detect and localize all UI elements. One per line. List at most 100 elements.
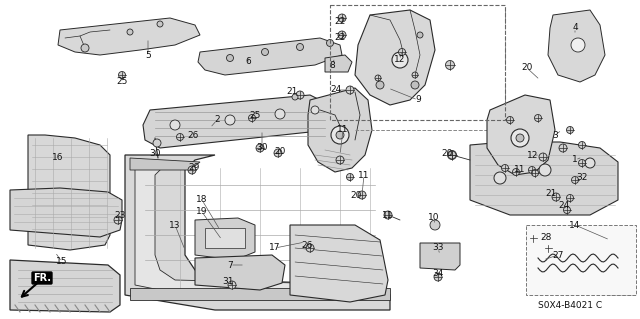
Circle shape	[545, 244, 552, 251]
Circle shape	[506, 116, 513, 123]
Circle shape	[275, 109, 285, 119]
Polygon shape	[143, 95, 330, 148]
Text: 11: 11	[382, 211, 394, 219]
Text: 7: 7	[227, 261, 233, 270]
Text: 3: 3	[552, 130, 558, 139]
Polygon shape	[548, 10, 605, 82]
Circle shape	[531, 169, 538, 176]
Circle shape	[572, 176, 579, 183]
Circle shape	[399, 48, 406, 56]
Text: 25: 25	[116, 78, 128, 86]
Polygon shape	[487, 95, 555, 175]
Text: 11: 11	[515, 166, 525, 174]
Text: 21: 21	[286, 87, 298, 97]
Polygon shape	[135, 165, 380, 295]
Circle shape	[177, 133, 184, 140]
Circle shape	[552, 193, 560, 201]
Text: 25: 25	[250, 110, 260, 120]
Text: 31: 31	[222, 278, 234, 286]
Circle shape	[228, 281, 236, 289]
Polygon shape	[10, 188, 122, 237]
Text: 22: 22	[334, 33, 346, 42]
Text: 8: 8	[329, 61, 335, 70]
Circle shape	[566, 195, 573, 202]
Text: 26: 26	[188, 130, 198, 139]
Circle shape	[118, 71, 125, 78]
Circle shape	[392, 52, 408, 68]
Polygon shape	[605, 230, 635, 295]
Circle shape	[127, 29, 133, 35]
Circle shape	[559, 144, 567, 152]
Text: 17: 17	[269, 243, 281, 253]
Circle shape	[412, 72, 418, 78]
Circle shape	[227, 55, 234, 62]
Text: 14: 14	[570, 220, 580, 229]
Text: 9: 9	[415, 95, 421, 105]
Circle shape	[434, 273, 442, 281]
Circle shape	[296, 43, 303, 50]
Text: 6: 6	[245, 57, 251, 66]
Text: 23: 23	[115, 211, 125, 220]
Circle shape	[262, 48, 269, 56]
Text: 12: 12	[394, 56, 406, 64]
Text: 19: 19	[196, 207, 208, 217]
Text: 26: 26	[301, 241, 313, 249]
Circle shape	[331, 126, 349, 144]
Circle shape	[296, 91, 304, 99]
Text: 20: 20	[522, 63, 532, 72]
Circle shape	[248, 115, 255, 122]
Circle shape	[188, 166, 196, 174]
Text: FR.: FR.	[33, 273, 51, 283]
Circle shape	[346, 86, 354, 94]
Circle shape	[346, 174, 353, 181]
Text: 11: 11	[358, 170, 370, 180]
Text: 28: 28	[540, 233, 552, 241]
Text: 15: 15	[56, 257, 68, 266]
Circle shape	[376, 81, 384, 89]
Text: 24: 24	[558, 201, 570, 210]
Polygon shape	[195, 218, 255, 260]
Text: 20: 20	[275, 147, 285, 157]
Circle shape	[529, 234, 536, 241]
Circle shape	[336, 156, 344, 164]
Circle shape	[375, 75, 381, 81]
Text: 22: 22	[334, 18, 346, 26]
Circle shape	[338, 14, 346, 22]
Circle shape	[539, 153, 547, 161]
Circle shape	[358, 191, 366, 199]
Polygon shape	[130, 288, 390, 300]
Circle shape	[157, 21, 163, 27]
Polygon shape	[198, 38, 342, 75]
Circle shape	[114, 216, 122, 224]
Circle shape	[502, 165, 509, 172]
Circle shape	[153, 139, 161, 147]
Circle shape	[311, 106, 319, 114]
Polygon shape	[355, 10, 435, 105]
Circle shape	[256, 144, 264, 152]
Bar	[526, 225, 636, 295]
Circle shape	[585, 158, 595, 168]
Polygon shape	[420, 243, 460, 270]
Circle shape	[534, 115, 541, 122]
Circle shape	[448, 151, 456, 159]
Circle shape	[411, 81, 419, 89]
Text: 18: 18	[196, 196, 208, 204]
Circle shape	[170, 120, 180, 130]
Text: 2: 2	[214, 115, 220, 124]
Circle shape	[579, 160, 586, 167]
Polygon shape	[195, 255, 285, 290]
Text: 10: 10	[428, 213, 440, 222]
Circle shape	[274, 149, 282, 157]
Circle shape	[338, 31, 346, 39]
Circle shape	[513, 168, 520, 175]
Text: 20: 20	[350, 190, 362, 199]
Circle shape	[571, 38, 585, 52]
Circle shape	[430, 220, 440, 230]
Text: 11: 11	[337, 125, 349, 135]
Text: 24: 24	[330, 85, 342, 94]
Text: 30: 30	[256, 144, 268, 152]
Circle shape	[579, 142, 586, 149]
Text: 4: 4	[572, 24, 578, 33]
Circle shape	[563, 206, 570, 213]
Text: 16: 16	[52, 153, 64, 162]
